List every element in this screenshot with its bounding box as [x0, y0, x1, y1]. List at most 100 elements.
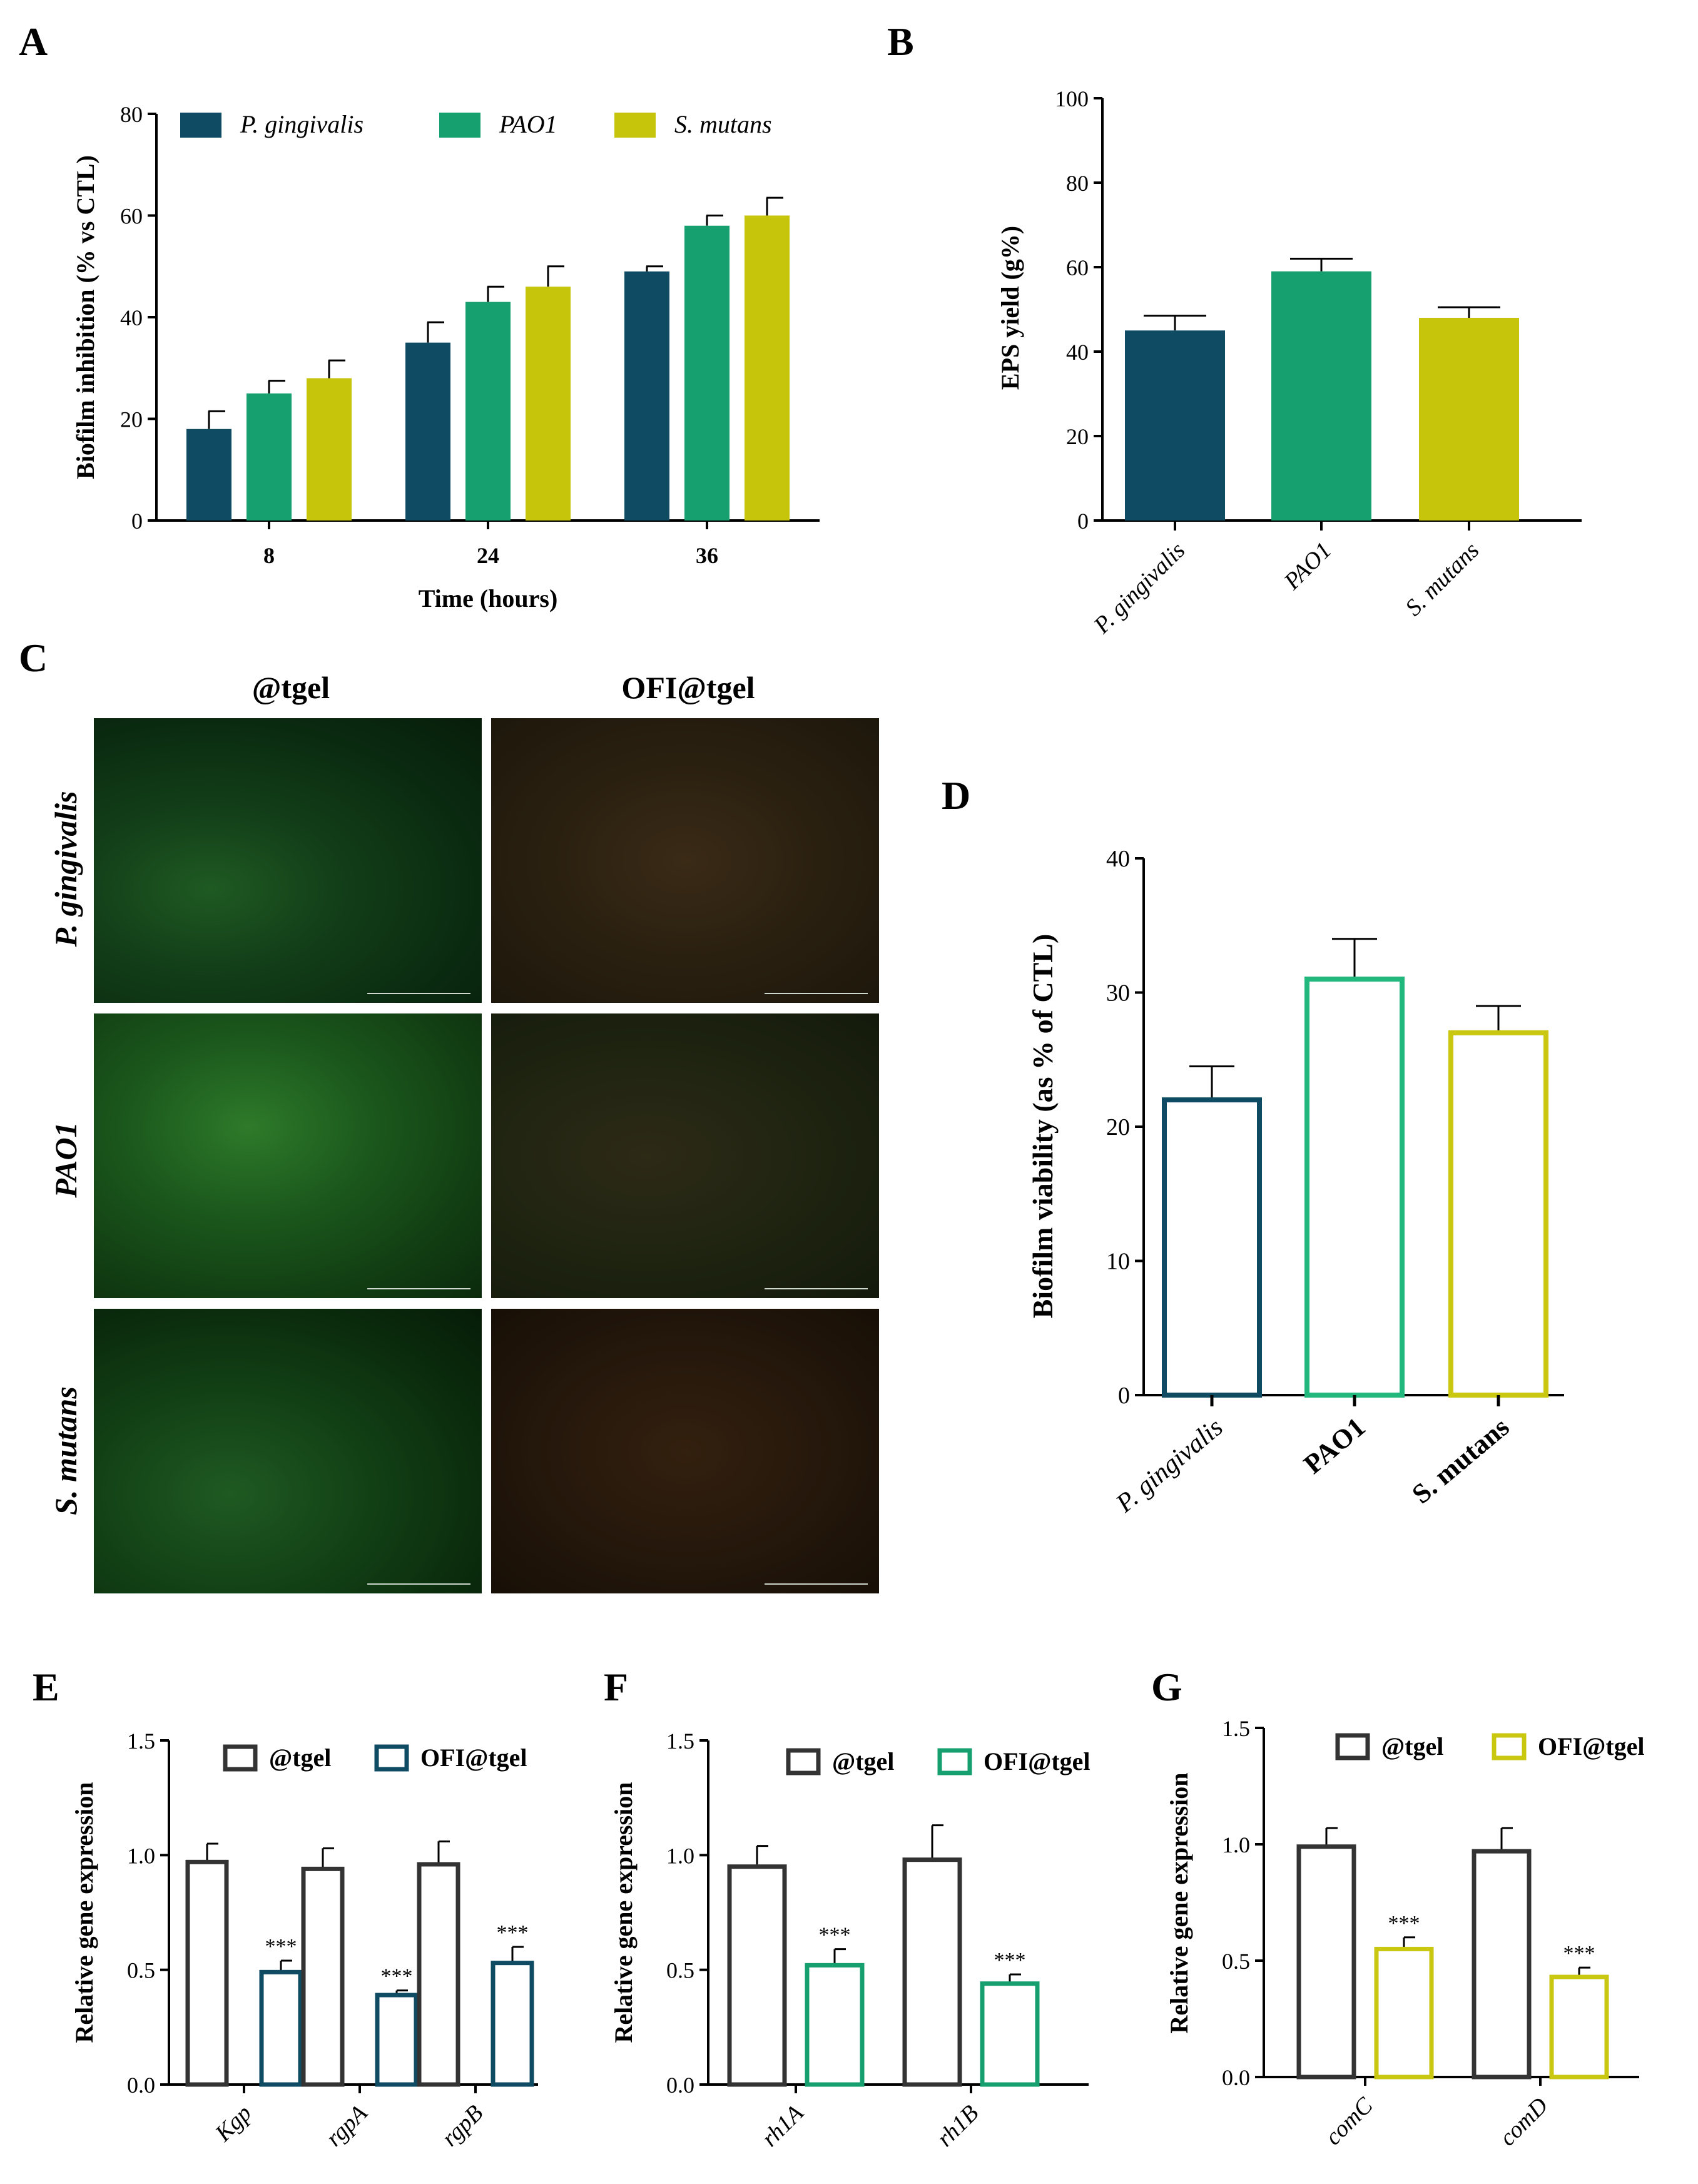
legend-label: P. gingivalis: [240, 110, 363, 138]
significance-mark: ***: [1563, 1942, 1595, 1965]
y-tick-label: 1.5: [127, 1729, 155, 1754]
micrograph-pao1-ofi-tgel: [491, 1013, 879, 1298]
bar: [185, 1859, 229, 2087]
micrograph-row-header-1: P. gingivalis: [48, 791, 83, 947]
y-tick-label: 0: [131, 509, 143, 534]
legend-label: OFI@tgel: [1538, 1732, 1645, 1760]
legend-swatch: [374, 1744, 409, 1772]
y-tick-label: 100: [1055, 86, 1089, 111]
legend-swatch: [180, 113, 221, 138]
y-tick-label: 0.5: [1222, 1949, 1250, 1974]
scale-bar: [367, 1288, 470, 1289]
x-tick-label: S. mutans: [1400, 537, 1484, 621]
x-tick-label: PAO1: [1298, 1411, 1371, 1480]
y-axis-label: Biofilm viability (as % of CTL): [1027, 934, 1059, 1319]
y-axis-label: Relative gene expression: [1165, 1773, 1193, 2034]
x-tick-label: PAO1: [1279, 537, 1337, 596]
bar: [417, 1862, 460, 2087]
micrograph-smutans-ofi-tgel: [491, 1309, 879, 1593]
micrograph-pg-tgel: [94, 718, 482, 1003]
bar-pao1: [465, 302, 511, 521]
chart-f: 0.0 0.5 1.0 1.5 *** rh1A *** rh1B @tgel OFI@tgel R…: [609, 1729, 1090, 2152]
y-tick-label: 20: [1106, 1114, 1130, 1140]
bar-p--gingivalis: [186, 429, 231, 521]
legend-label: S. mutans: [674, 110, 772, 138]
bar-s--mutans: [526, 287, 571, 521]
x-tick-label: rgpB: [437, 2100, 488, 2151]
y-tick-label: 0: [1118, 1383, 1130, 1409]
x-tick-label: rh1B: [932, 2100, 984, 2152]
panel-letter-d: D: [942, 773, 971, 818]
y-tick-label: 0.0: [666, 2073, 694, 2098]
x-tick-label: P. gingivalis: [1089, 537, 1191, 639]
y-tick-label: 20: [120, 407, 143, 432]
scale-bar: [765, 1288, 868, 1289]
significance-mark: ***: [819, 1924, 851, 1947]
y-tick-label: 30: [1106, 980, 1130, 1007]
x-tick-label: 8: [263, 543, 275, 568]
panel-letter-c: C: [19, 636, 48, 680]
y-tick-label: 0: [1077, 509, 1089, 534]
y-tick-label: 80: [120, 102, 143, 127]
legend-swatch: [614, 113, 656, 138]
micrograph-column-header-2: OFI@tgel: [621, 670, 755, 705]
x-tick-label: 24: [477, 543, 499, 568]
chart-d: 0 10 20 30 40 P. gingivalis PAO1 S. mutans Biofi…: [1027, 846, 1564, 1518]
micrograph-smutans-tgel: [94, 1309, 482, 1593]
x-tick-label: rgpA: [321, 2100, 373, 2151]
x-tick-label: P. gingivalis: [1111, 1413, 1229, 1518]
legend-label: OFI@tgel: [984, 1747, 1090, 1775]
significance-mark: ***: [1388, 1912, 1420, 1935]
y-tick-label: 1.0: [1222, 1832, 1250, 1857]
y-tick-label: 0.5: [666, 1958, 694, 1983]
bar: [1162, 1097, 1262, 1398]
y-tick-label: 40: [120, 305, 143, 330]
bar-pao1: [247, 393, 292, 521]
y-tick-label: 40: [1066, 340, 1089, 365]
bar-s--mutans: [745, 215, 790, 521]
x-tick-label: comD: [1494, 2093, 1553, 2151]
y-axis-label: Biofilm inhibition (% vs CTL): [71, 155, 99, 479]
chart-a: 0 20 40 60 80 8 24 36 P. gingivalis PAO1 S. mutans…: [71, 102, 820, 612]
legend-label: @tgel: [269, 1744, 331, 1772]
significance-mark: ***: [497, 1921, 529, 1944]
x-tick-label: S. mutans: [1406, 1411, 1515, 1510]
legend-label: OFI@tgel: [420, 1744, 527, 1772]
bar: [1296, 1844, 1356, 2080]
scale-bar: [765, 993, 868, 994]
bar-p--gingivalis: [624, 271, 669, 521]
y-tick-label: 0.5: [127, 1958, 155, 1983]
bar: [301, 1866, 345, 2087]
bar: [727, 1864, 787, 2087]
y-tick-label: 1.5: [1222, 1716, 1250, 1741]
panel-letter-b: B: [887, 19, 914, 64]
y-tick-label: 60: [120, 204, 143, 229]
y-tick-label: 20: [1066, 424, 1089, 449]
y-axis-label: Relative gene expression: [609, 1782, 638, 2043]
bar-pao1: [684, 225, 730, 521]
chart-e: 0.0 0.5 1.0 1.5 *** Kgp *** rgpA *** rgpB @tgel OFI…: [70, 1729, 538, 2151]
legend-swatch: [1335, 1733, 1370, 1760]
micrograph-pg-ofi-tgel: [491, 718, 879, 1003]
y-tick-label: 0.0: [1222, 2065, 1250, 2090]
y-tick-label: 1.0: [666, 1843, 694, 1868]
panel-letter-g: G: [1151, 1665, 1182, 1709]
y-tick-label: 1.5: [666, 1729, 694, 1754]
scale-bar: [367, 1583, 470, 1585]
legend-swatch: [786, 1748, 821, 1775]
bar: [491, 1961, 534, 2087]
bar: [902, 1857, 962, 2087]
panel-letter-f: F: [604, 1665, 629, 1709]
bar: [1419, 318, 1519, 521]
x-axis-label: Time (hours): [419, 584, 558, 612]
y-tick-label: 60: [1066, 255, 1089, 280]
significance-mark: ***: [994, 1949, 1026, 1972]
bar: [805, 1963, 865, 2087]
micrograph-pao1-tgel: [94, 1013, 482, 1298]
y-tick-label: 0.0: [127, 2073, 155, 2098]
bar: [1304, 977, 1405, 1398]
legend-swatch: [937, 1748, 972, 1775]
legend-swatch: [223, 1744, 258, 1772]
scale-bar: [367, 993, 470, 994]
bar: [1271, 271, 1371, 521]
